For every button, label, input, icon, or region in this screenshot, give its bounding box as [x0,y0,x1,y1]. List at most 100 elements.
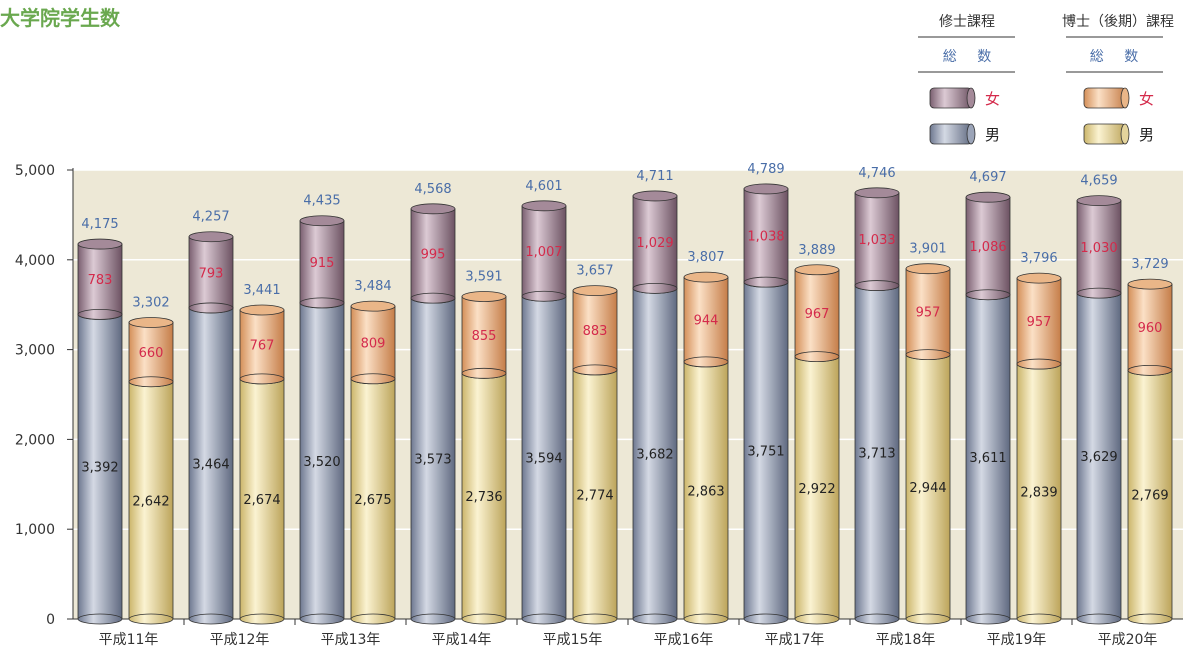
legend: 修士課程 総 数 女 男 博士（後期）課程 総 数 女 [918,13,1174,145]
value-master-female: 783 [88,273,113,288]
value-master-total: 4,659 [1080,174,1117,189]
value-master-total: 4,711 [636,169,673,184]
legend-master: 修士課程 総 数 女 男 [918,14,1015,145]
value-doctor-total: 3,441 [243,283,280,298]
bar-master-female [1076,195,1122,299]
legend-doctor-female-swatch [1083,87,1130,109]
x-tick-label: 平成13年 [321,632,381,648]
bar-doctor-female [1016,272,1062,370]
value-doctor-female: 944 [694,314,719,329]
bar-master-female [632,190,678,294]
value-doctor-male: 2,769 [1131,489,1168,504]
value-master-male: 3,682 [636,448,673,463]
value-doctor-male: 2,674 [243,493,280,508]
bar-doctor-female [905,263,951,361]
bar-doctor-female [128,317,174,388]
value-master-female: 1,038 [747,230,784,245]
value-doctor-female: 809 [361,336,386,351]
legend-master-total: 総 数 [943,49,999,65]
bar-master-female [743,183,789,288]
value-master-female: 1,007 [525,245,562,260]
bar-doctor-female [350,300,396,385]
value-master-total: 4,435 [303,194,340,209]
bar-master-female [410,203,456,304]
bar-doctor-female [794,264,840,363]
value-doctor-total: 3,302 [132,295,169,310]
value-doctor-male: 2,675 [354,493,391,508]
value-master-male: 3,464 [192,457,229,472]
bar-doctor-female [461,291,507,379]
legend-master-male-label: 男 [985,126,1000,144]
y-tick-label: 4,000 [15,253,55,269]
value-master-male: 3,594 [525,452,562,467]
x-tick-label: 平成18年 [876,632,936,648]
bar-doctor-male [794,351,840,625]
x-tick-label: 平成19年 [987,632,1047,648]
value-master-female: 1,030 [1080,241,1117,256]
value-doctor-total: 3,807 [687,250,724,265]
value-doctor-male: 2,922 [798,482,835,497]
bar-doctor-male [683,356,729,625]
y-tick-label: 2,000 [15,432,55,448]
bar-master-female [77,238,123,320]
bar-doctor-male [1016,358,1062,625]
value-doctor-female: 767 [250,338,275,353]
bar-master-male [299,297,345,625]
bar-master-male [521,290,567,625]
value-master-male: 3,611 [969,451,1006,466]
y-tick-label: 5,000 [15,163,55,179]
value-master-male: 3,392 [81,461,118,476]
value-doctor-female: 960 [1138,321,1163,336]
bar-doctor-male [905,349,951,625]
value-doctor-total: 3,889 [798,243,835,258]
value-doctor-female: 957 [1027,315,1052,330]
bar-doctor-male [572,364,618,625]
value-master-total: 4,568 [414,182,451,197]
value-master-female: 995 [421,247,446,262]
bar-doctor-female [239,304,285,385]
y-tick-label: 1,000 [15,522,55,538]
bar-master-female [521,200,567,302]
x-tick-label: 平成17年 [765,632,825,648]
bar-master-female [188,231,234,314]
bars: 3,392 783 4,175 2,642 660 3,302 3,464 793 4,257 2… [77,162,1173,625]
value-doctor-total: 3,591 [465,270,502,285]
legend-master-title: 修士課程 [939,14,995,30]
value-master-male: 3,573 [414,453,451,468]
value-master-male: 3,629 [1080,450,1117,465]
legend-master-male-swatch [929,123,976,145]
value-doctor-female: 855 [472,329,497,344]
x-tick-label: 平成15年 [543,632,603,648]
legend-master-female-label: 女 [985,90,1000,108]
value-doctor-male: 2,642 [132,494,169,509]
x-tick-label: 平成20年 [1098,632,1158,648]
value-doctor-female: 883 [583,324,608,339]
value-master-female: 915 [310,256,335,271]
legend-doctor-female-label: 女 [1139,90,1154,108]
value-master-male: 3,751 [747,445,784,460]
legend-doctor-title: 博士（後期）課程 [1062,13,1174,30]
y-tick-label: 3,000 [15,343,55,359]
value-master-total: 4,746 [858,166,895,181]
value-doctor-male: 2,774 [576,488,613,503]
bar-doctor-female [683,271,729,368]
value-master-female: 1,029 [636,236,673,251]
legend-doctor-male-label: 男 [1139,126,1154,144]
value-master-male: 3,520 [303,455,340,470]
page-title: 大学院学生数 [0,6,120,30]
value-doctor-female: 660 [139,346,164,361]
x-tick-label: 平成16年 [654,632,714,648]
value-master-female: 793 [199,266,224,281]
value-doctor-total: 3,901 [909,242,946,257]
bar-master-female [854,187,900,291]
plot-background [73,170,1183,619]
value-doctor-total: 3,484 [354,279,391,294]
value-doctor-male: 2,839 [1020,486,1057,501]
x-tick-label: 平成14年 [432,632,492,648]
x-tick-label: 平成12年 [210,632,270,648]
x-tick-label: 平成11年 [99,632,159,648]
value-master-total: 4,697 [969,170,1006,185]
bar-master-female [299,215,345,309]
value-doctor-total: 3,657 [576,264,613,279]
